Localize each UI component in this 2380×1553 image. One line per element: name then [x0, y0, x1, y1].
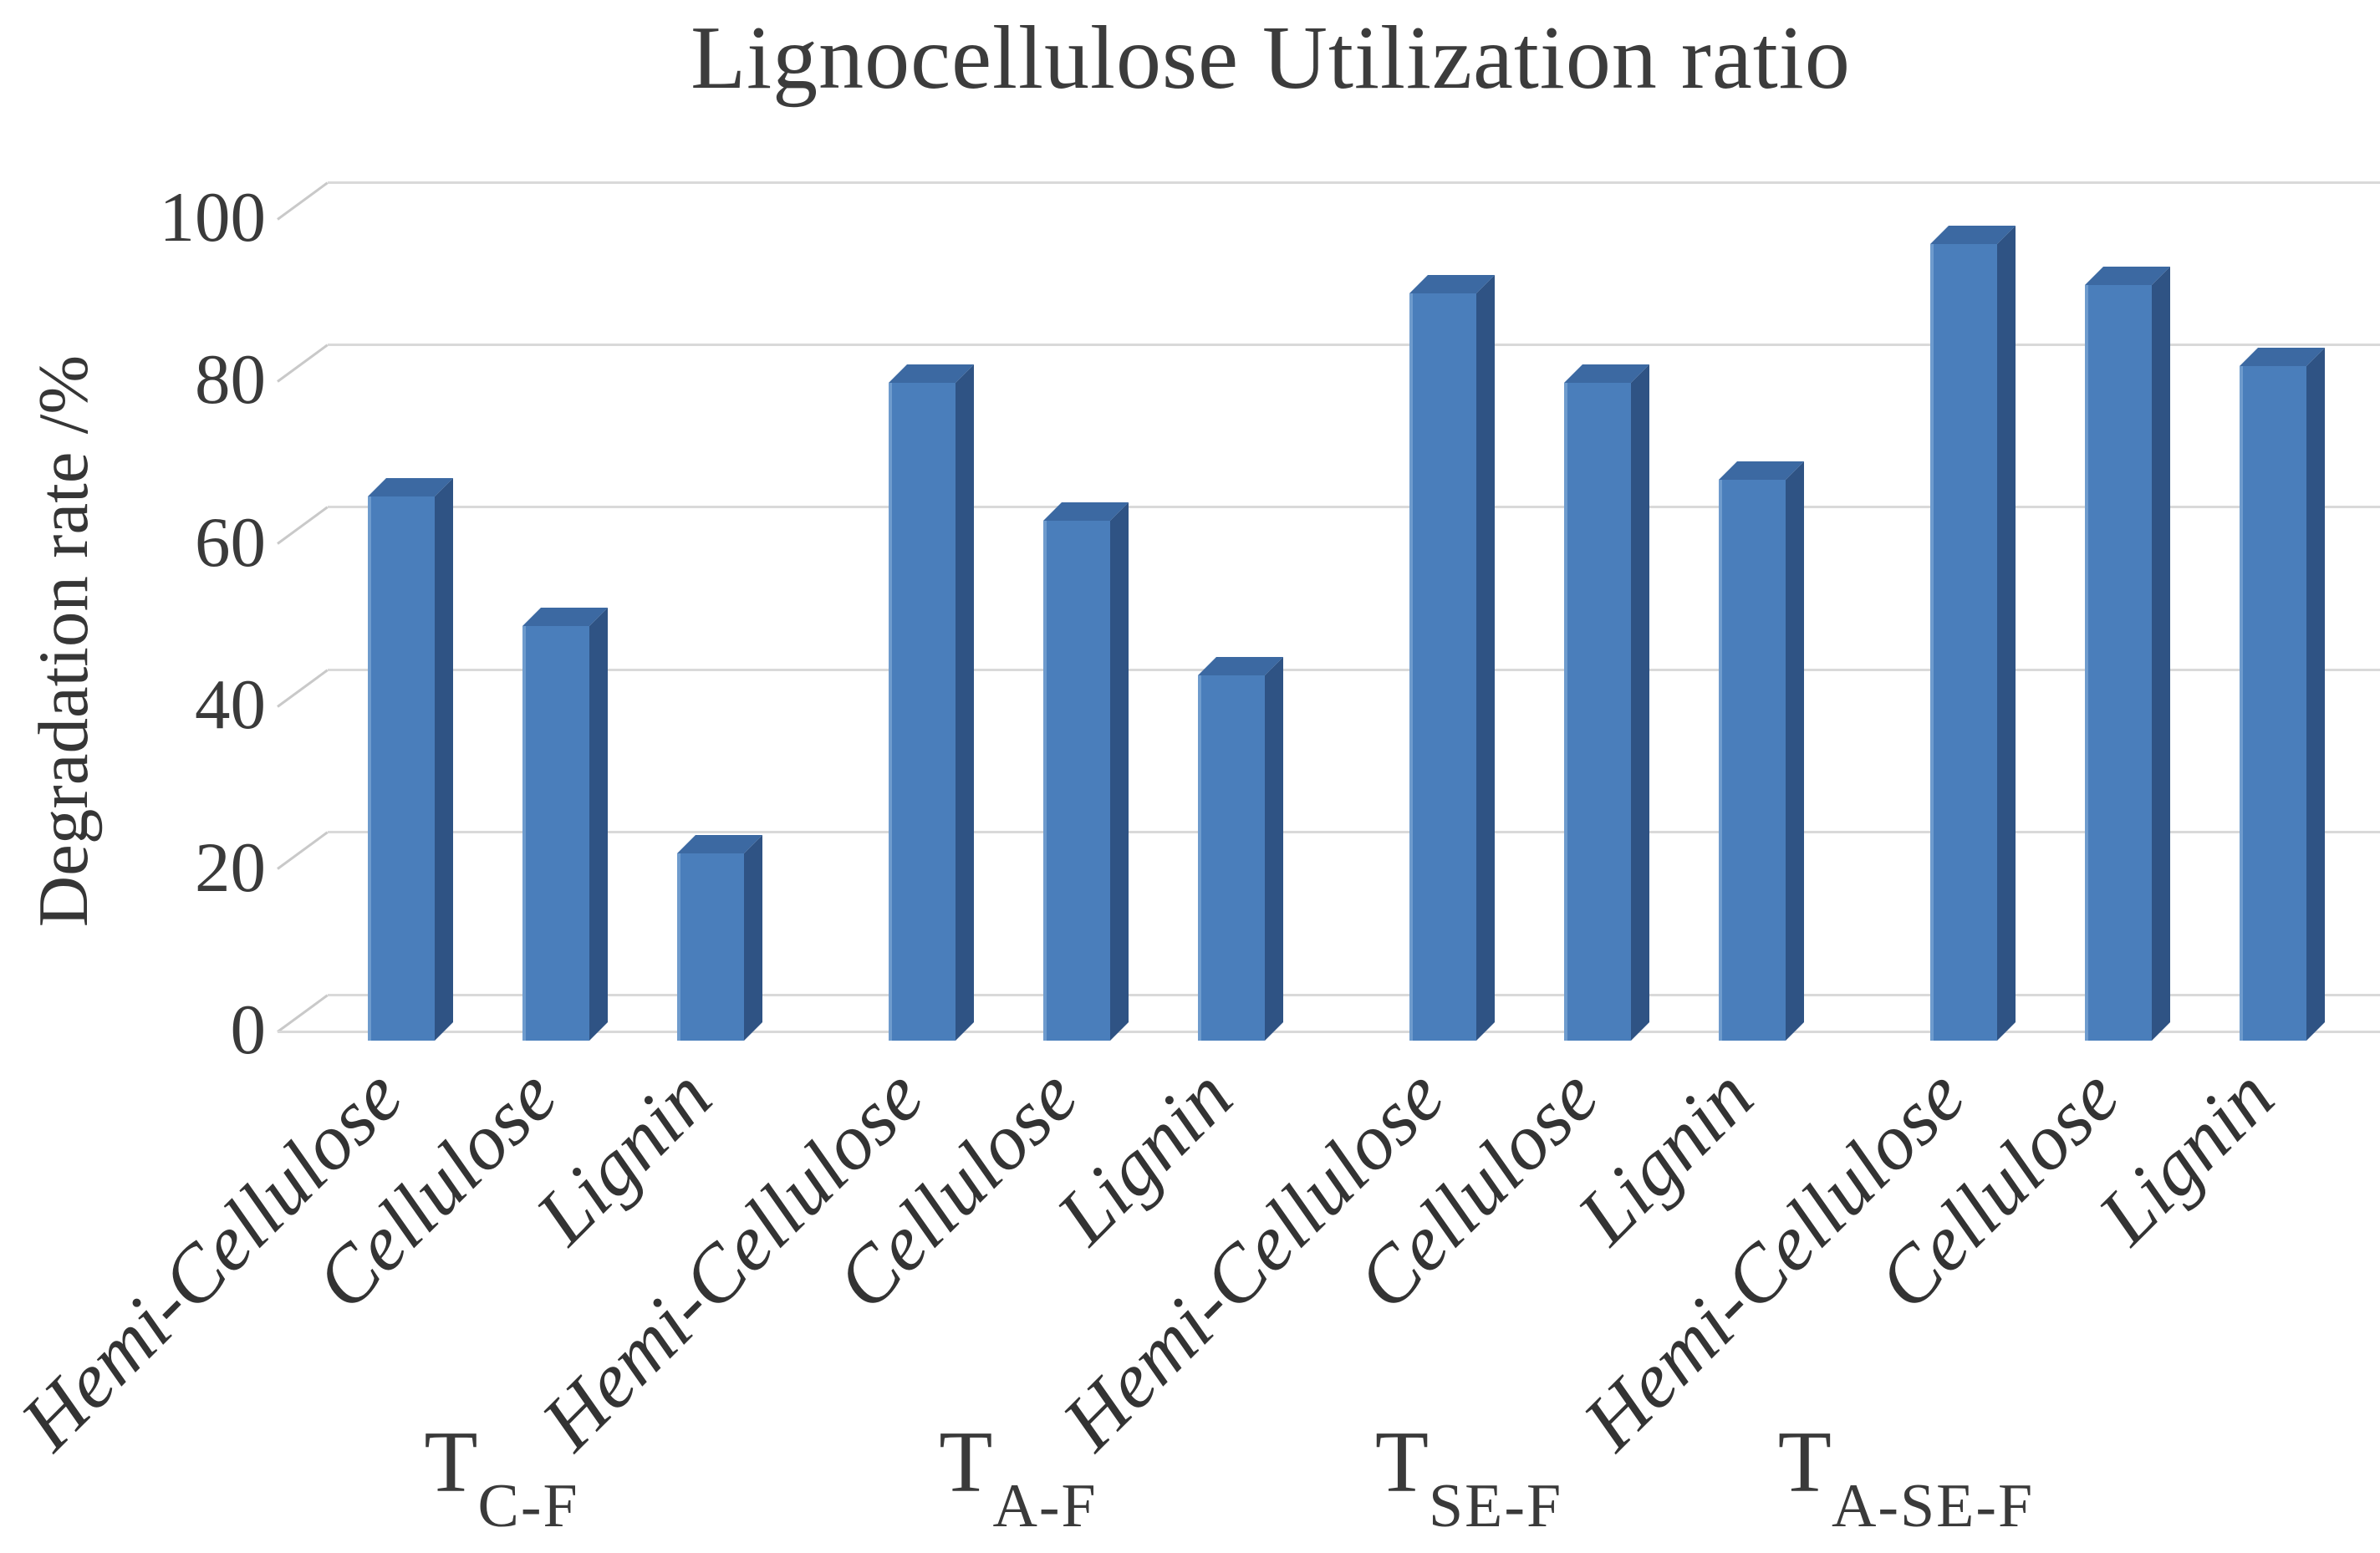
group-label-subscript: A-SE-F: [1831, 1472, 2035, 1540]
bar-side-face: [589, 608, 608, 1041]
category-label: Lignin: [2081, 1051, 2291, 1261]
bar-lignin-group-4: [2240, 366, 2306, 1041]
bar-lignin-group-2: [1198, 675, 1265, 1041]
gridline-40: [328, 668, 2380, 671]
group-label-A-SE-F: TA-SE-F: [1572, 1411, 2240, 1540]
bar-hemi-cellulose-group-1: [368, 496, 435, 1041]
tick-connector-100: [277, 181, 329, 221]
bar-side-face: [2306, 348, 2325, 1041]
bar-lignin-group-1: [677, 853, 744, 1041]
tick-connector-60: [277, 506, 329, 546]
bar-hemi-cellulose-group-4: [1930, 244, 1997, 1041]
bar-side-face: [1786, 461, 1804, 1041]
category-label: Lignin: [518, 1051, 728, 1261]
bar-side-face: [1110, 502, 1129, 1041]
group-label-SE-F: TSE-F: [1134, 1411, 1803, 1540]
tick-connector-80: [277, 344, 329, 383]
y-tick-label-20: 20: [195, 827, 266, 907]
bar-hemi-cellulose-group-3: [1409, 293, 1476, 1041]
group-label-C-F: TC-F: [167, 1411, 836, 1540]
group-label-A-F: TA-F: [684, 1411, 1353, 1540]
bar-side-face: [1476, 274, 1495, 1041]
gridline-0: [328, 993, 2380, 996]
group-label-main: T: [939, 1413, 993, 1510]
category-label: Lignin: [1560, 1051, 1770, 1261]
bar-side-face: [956, 364, 974, 1041]
bar-side-face: [435, 477, 453, 1041]
tick-connector-20: [277, 831, 329, 870]
bar-side-face: [1997, 226, 2016, 1041]
bar-cellulose-group-2: [1043, 520, 1110, 1041]
bar-hemi-cellulose-group-2: [889, 382, 956, 1041]
group-label-main: T: [1374, 1413, 1429, 1510]
bar-cellulose-group-1: [522, 626, 589, 1041]
chart-title: Lignocellulose Utilization ratio: [691, 8, 1851, 108]
gridline-60: [328, 506, 2380, 509]
group-label-subscript: C-F: [477, 1472, 579, 1540]
bar-side-face: [1631, 364, 1649, 1041]
group-label-subscript: A-F: [992, 1472, 1098, 1540]
bar-side-face: [1265, 656, 1283, 1041]
category-label: Lignin: [1039, 1051, 1249, 1261]
bar-side-face: [2152, 267, 2170, 1041]
floor-front-edge: [278, 1030, 2380, 1033]
group-label-subscript: SE-F: [1428, 1472, 1563, 1540]
y-tick-label-80: 80: [195, 340, 266, 420]
bar-cellulose-group-3: [1564, 382, 1631, 1041]
tick-connector-0: [277, 993, 329, 1033]
gridline-100: [328, 181, 2380, 184]
gridline-20: [328, 831, 2380, 834]
bar-side-face: [744, 835, 762, 1041]
bar-cellulose-group-4: [2085, 285, 2152, 1041]
y-tick-label-40: 40: [195, 665, 266, 745]
y-tick-label-60: 60: [195, 502, 266, 582]
tick-connector-40: [277, 668, 329, 708]
gridline-80: [328, 343, 2380, 346]
y-tick-label-100: 100: [159, 178, 267, 257]
group-label-main: T: [1777, 1413, 1832, 1510]
bar-lignin-group-3: [1719, 480, 1786, 1041]
group-label-main: T: [424, 1413, 478, 1510]
y-tick-label-0: 0: [230, 990, 267, 1069]
